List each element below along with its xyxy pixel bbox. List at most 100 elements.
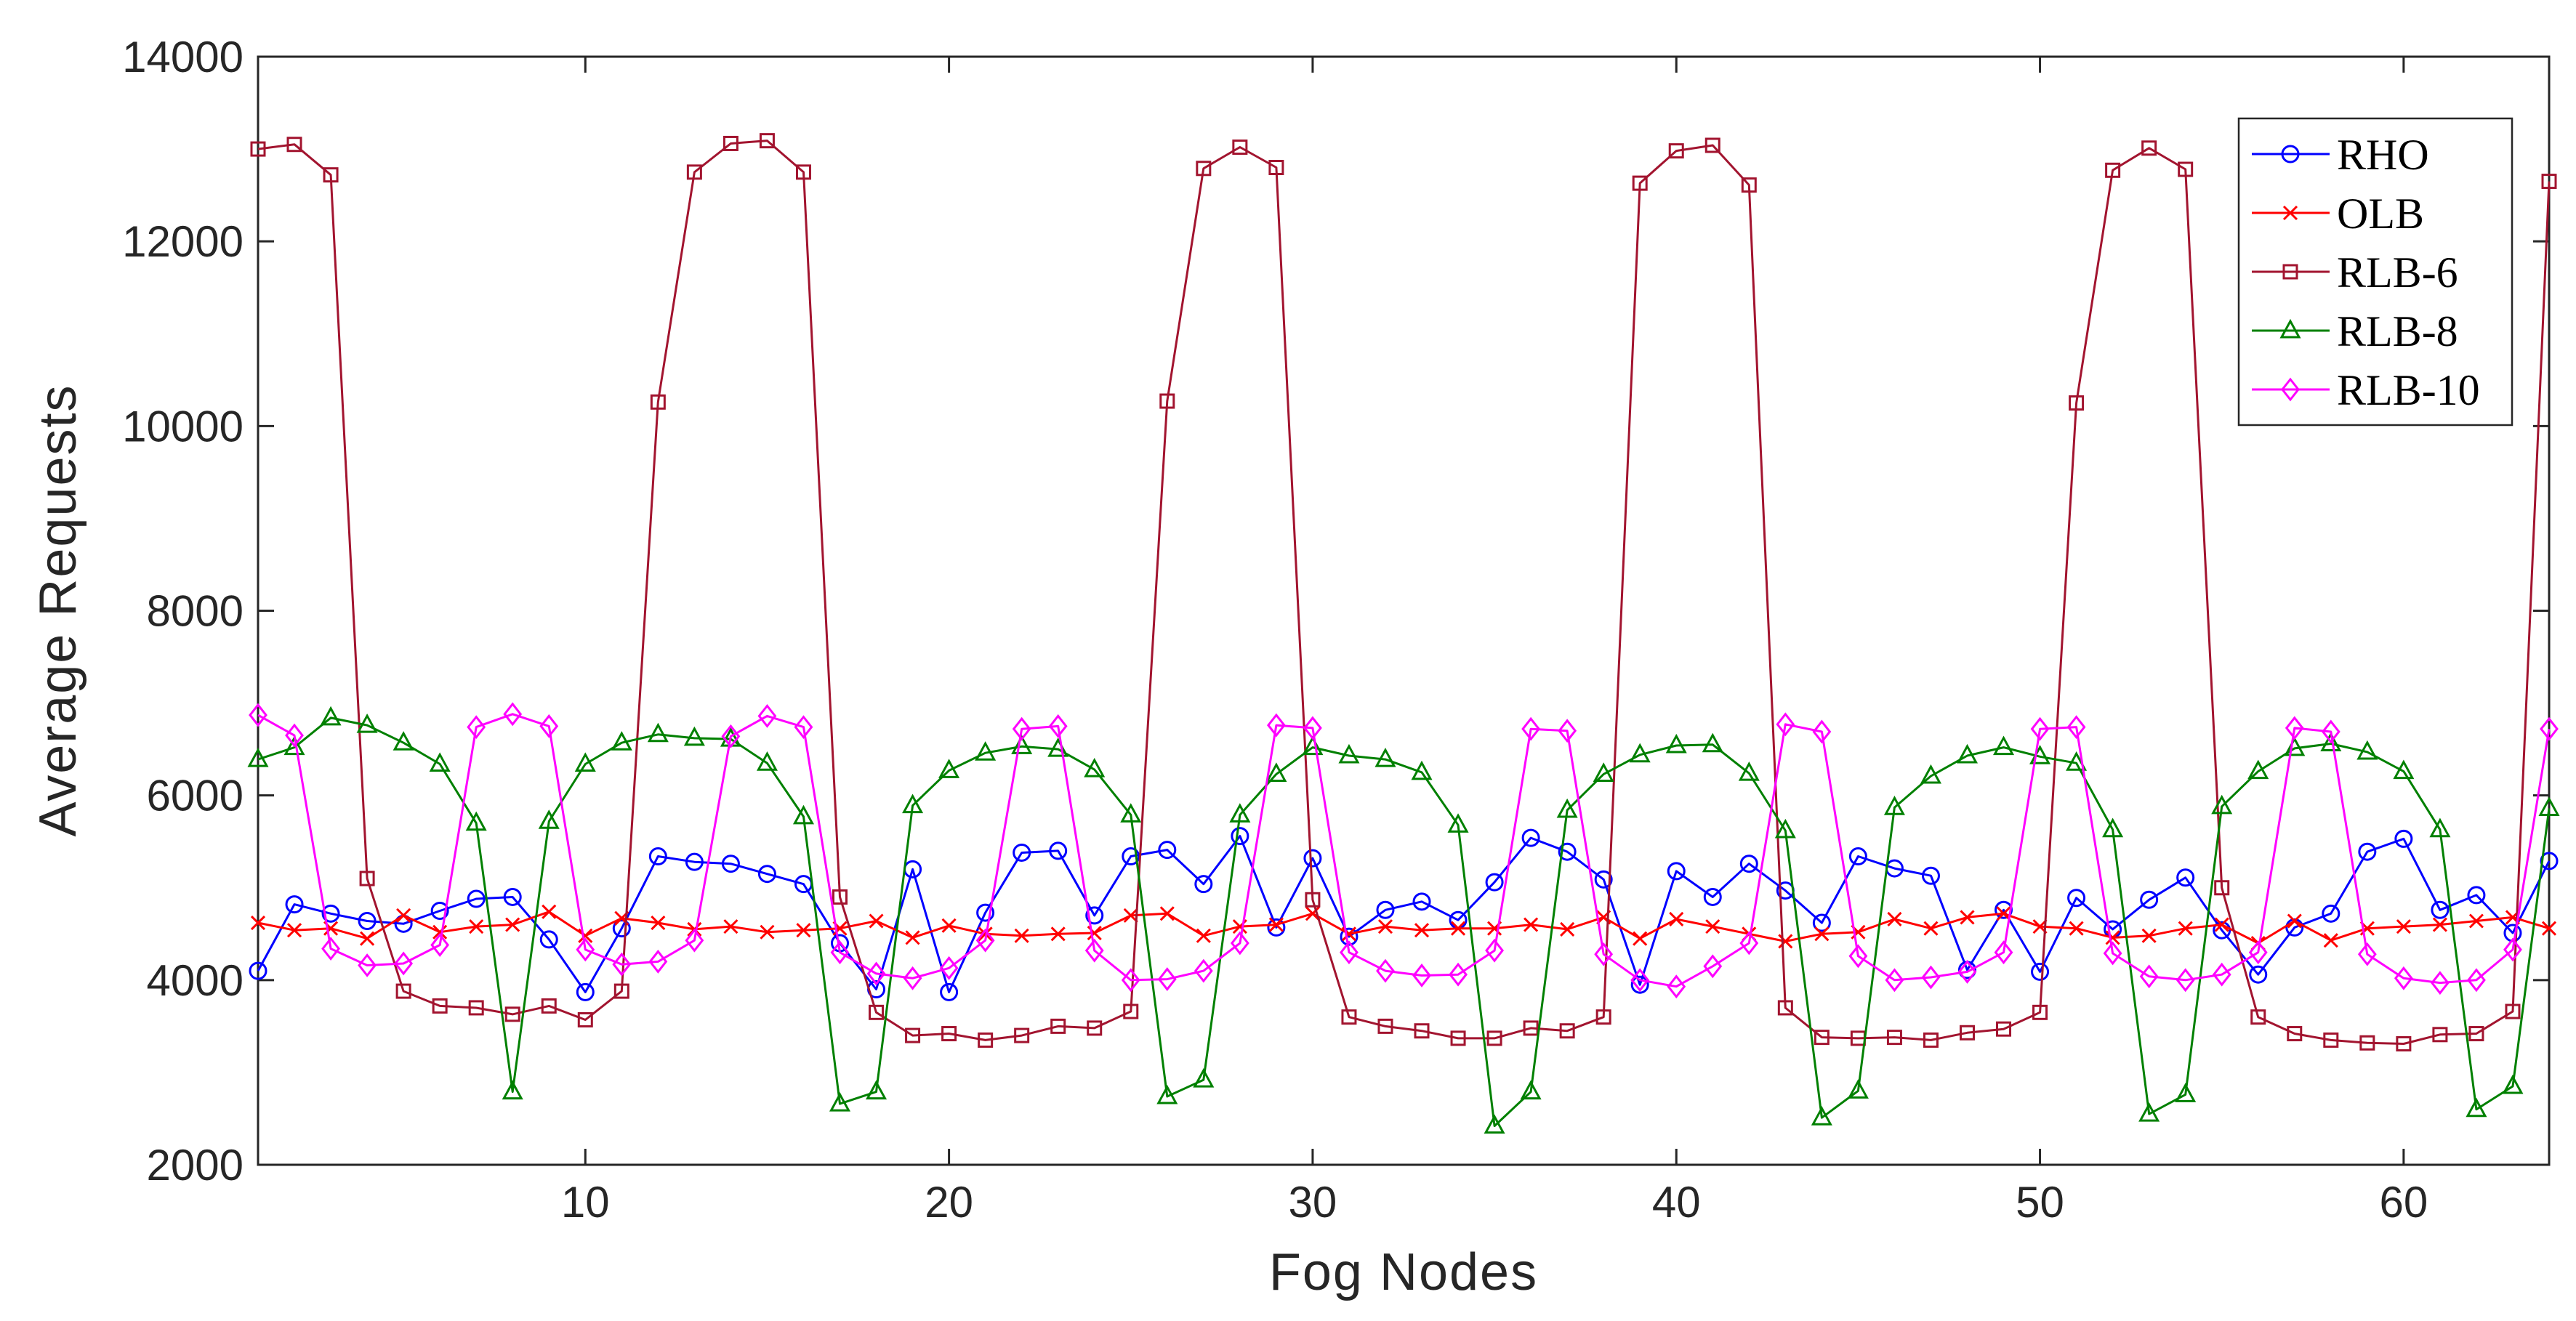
data-point-rlb-8 [465, 811, 487, 831]
series-rho [249, 827, 2559, 1001]
data-point-rlb-10 [503, 702, 523, 727]
data-point-rlb-6 [1959, 1025, 1975, 1041]
series-rlb-8 [247, 706, 2560, 1134]
data-point-rlb-10 [2175, 968, 2195, 993]
data-point-rho [1013, 843, 1031, 862]
data-point-rho [940, 982, 959, 1001]
series-line-olb [257, 910, 2550, 945]
data-point-rlb-6 [650, 394, 666, 410]
data-point-rlb-10 [903, 966, 922, 990]
data-point-rlb-6 [432, 998, 448, 1014]
data-point-rlb-6 [2178, 161, 2194, 177]
data-point-olb [250, 915, 266, 931]
data-point-rho [2358, 842, 2377, 861]
data-point-rlb-6 [795, 164, 811, 180]
data-point-rho [1267, 918, 1286, 937]
data-point-rlb-6 [2287, 1026, 2303, 1042]
data-point-olb [2323, 933, 2338, 948]
data-point-rlb-8 [1520, 1080, 1542, 1100]
data-point-olb [1960, 910, 1975, 925]
data-point-rlb-8 [1229, 803, 1251, 823]
data-point-olb [578, 928, 593, 943]
data-point-rlb-8 [2175, 1083, 2197, 1102]
data-point-rlb-8 [1120, 803, 1142, 823]
data-point-rlb-10 [2212, 962, 2231, 987]
legend-marker-rho [2281, 145, 2300, 163]
data-point-rlb-10 [1340, 940, 1359, 965]
data-point-rlb-10 [430, 933, 450, 957]
data-point-olb [1014, 928, 1029, 943]
data-point-rlb-10 [285, 723, 304, 748]
data-point-rlb-6 [1268, 160, 1284, 175]
data-point-rlb-10 [757, 703, 777, 728]
data-point-olb [1450, 921, 1466, 936]
data-point-olb [396, 908, 411, 923]
data-point-rlb-10 [1957, 959, 1977, 984]
data-point-rlb-10 [1121, 968, 1140, 993]
data-point-rho [1122, 847, 1140, 866]
data-point-rlb-8 [1156, 1084, 1178, 1104]
data-point-rlb-8 [756, 751, 778, 771]
data-point-rlb-6 [686, 164, 702, 180]
data-point-rlb-6 [2214, 880, 2230, 896]
data-point-rlb-8 [902, 793, 924, 814]
data-point-rlb-6 [2359, 1035, 2375, 1051]
data-point-rlb-8 [647, 722, 669, 743]
data-point-rlb-6 [541, 998, 557, 1014]
series-line-rlb-6 [257, 140, 2551, 1045]
data-point-olb [360, 931, 375, 946]
data-point-rlb-8 [1411, 760, 1433, 780]
data-point-rlb-6 [1014, 1027, 1030, 1043]
data-point-rlb-6 [2432, 1027, 2448, 1043]
data-point-rlb-6 [1450, 1030, 1466, 1046]
data-point-rlb-10 [2357, 942, 2377, 966]
data-point-rlb-8 [2429, 817, 2451, 838]
data-point-rlb-6 [613, 983, 629, 999]
data-point-rlb-10 [1412, 964, 1431, 987]
data-point-rlb-6 [359, 870, 375, 886]
data-point-rlb-10 [1194, 958, 1213, 983]
data-point-rlb-8 [502, 1080, 523, 1100]
data-point-rlb-8 [2284, 736, 2306, 756]
data-point-rlb-6 [286, 137, 302, 153]
legend-marker-olb [2282, 205, 2298, 221]
data-point-rho [2176, 868, 2195, 887]
data-point-rlb-6 [1050, 1018, 1066, 1034]
x-axis-title: Fog Nodes [1269, 1243, 1538, 1301]
data-point-olb [1123, 908, 1138, 923]
data-point-olb [941, 918, 957, 933]
data-point-rlb-10 [467, 715, 486, 740]
data-point-rlb-10 [2394, 966, 2413, 990]
data-point-olb [2105, 930, 2120, 945]
data-point-rho [685, 852, 704, 871]
data-point-rlb-8 [1338, 743, 1360, 764]
data-point-rlb-10 [1266, 713, 1286, 738]
data-point-olb [1814, 926, 1830, 942]
data-point-rlb-8 [683, 726, 705, 746]
data-point-rlb-6 [1595, 1009, 1611, 1025]
x-axis: 10 20 30 40 50 60 [561, 57, 2428, 1227]
data-point-rho [1158, 841, 1177, 860]
legend-marker-rlb-10 [2281, 377, 2300, 402]
data-point-rho [1630, 975, 1649, 994]
data-point-rlb-6 [1704, 137, 1720, 153]
data-point-rho [2540, 852, 2559, 870]
data-point-olb [1669, 911, 1684, 927]
data-point-rho [2067, 889, 2086, 908]
legend-entry-olb: OLB [2252, 190, 2424, 238]
y-axis-title: Average Requests [29, 384, 87, 836]
data-point-rlb-10 [1485, 938, 1504, 963]
data-point-olb [1305, 906, 1320, 921]
data-point-olb [1887, 911, 1902, 927]
data-point-rlb-10 [1303, 716, 1322, 740]
data-point-rho [1340, 927, 1359, 946]
data-point-rlb-10 [685, 928, 704, 953]
data-point-rho [1812, 913, 1831, 932]
data-point-olb [905, 930, 920, 945]
data-point-olb [2214, 917, 2229, 932]
data-point-rlb-10 [830, 940, 850, 965]
data-point-rlb-8 [2211, 794, 2233, 815]
data-point-rlb-6 [2396, 1036, 2412, 1052]
data-point-olb [1268, 917, 1284, 932]
